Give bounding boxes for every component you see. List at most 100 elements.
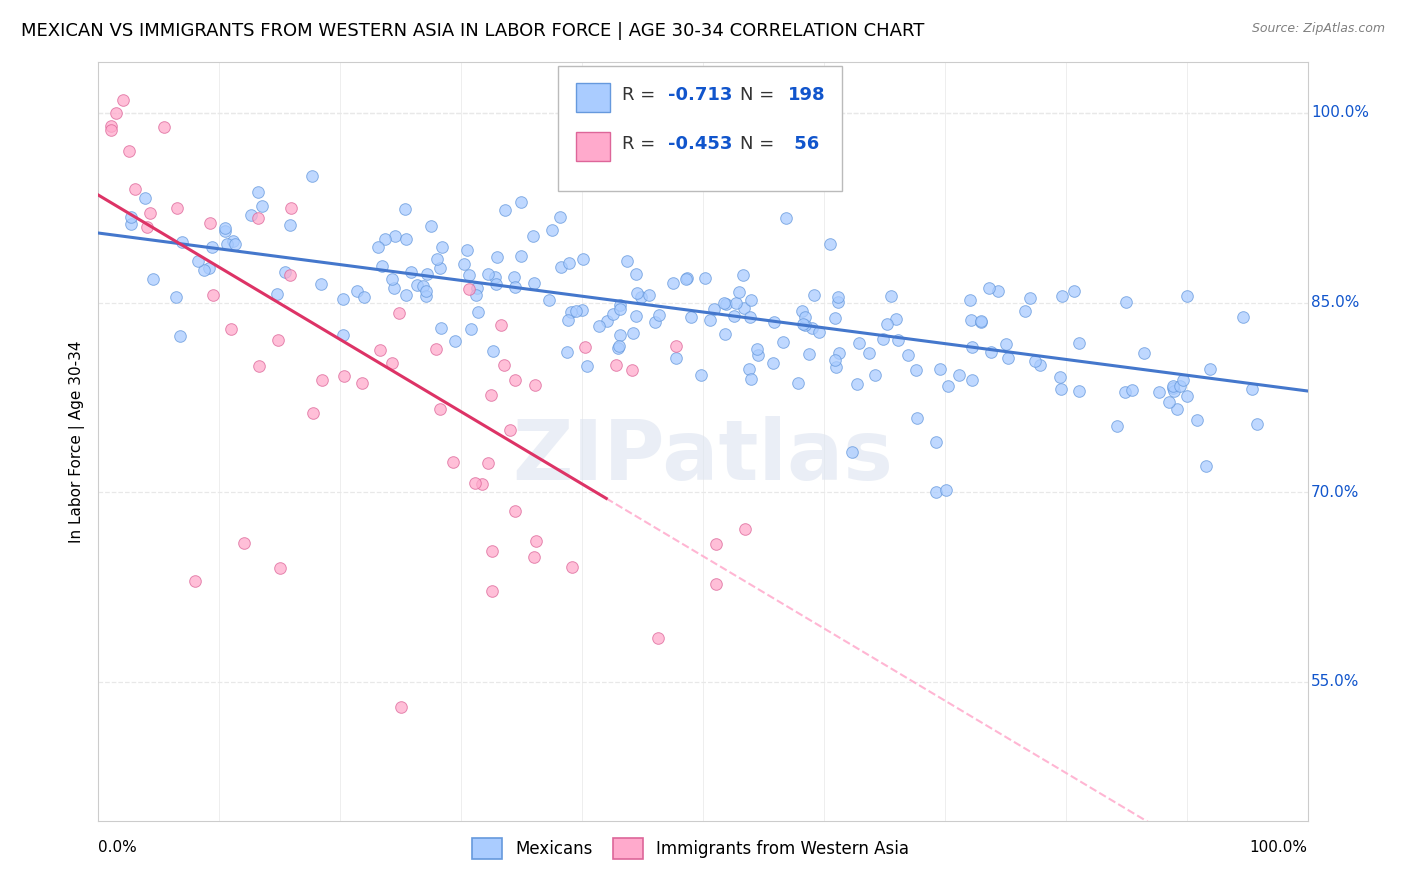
Point (1161, 381, 1184, 395)
Point (596, 314, 619, 328)
Text: 100.0%: 100.0% (1312, 105, 1369, 120)
Point (787, 376, 810, 390)
Point (558, 256, 581, 270)
Point (477, 457, 499, 471)
Point (217, 237, 239, 252)
Point (278, 268, 301, 282)
Point (960, 313, 983, 327)
Point (139, 205, 162, 219)
Point (219, 322, 242, 336)
Point (863, 368, 886, 383)
Point (429, 261, 451, 276)
Point (827, 290, 849, 304)
Point (959, 293, 981, 307)
Point (481, 388, 503, 402)
Point (477, 267, 499, 281)
Point (309, 277, 332, 291)
Point (706, 576, 728, 591)
Point (198, 216, 221, 230)
Point (824, 310, 846, 325)
Point (1170, 378, 1192, 392)
Point (1163, 384, 1185, 398)
Point (807, 326, 830, 340)
Point (169, 328, 191, 343)
Point (576, 359, 599, 373)
Point (184, 574, 207, 588)
Point (415, 284, 437, 298)
Point (201, 239, 224, 253)
Point (523, 550, 546, 565)
Point (1024, 354, 1046, 368)
Point (848, 336, 870, 351)
Point (120, 211, 142, 225)
Point (560, 305, 582, 319)
Point (884, 312, 907, 326)
Point (481, 344, 503, 359)
Point (905, 410, 928, 425)
Point (269, 561, 291, 575)
Text: -0.713: -0.713 (668, 86, 733, 104)
Point (503, 373, 526, 387)
Point (214, 224, 236, 238)
Point (548, 210, 571, 224)
Point (467, 305, 489, 319)
Point (925, 484, 948, 499)
Point (605, 358, 627, 372)
Point (970, 315, 993, 329)
Point (430, 320, 453, 334)
Point (367, 240, 389, 254)
Text: 55.0%: 55.0% (1312, 674, 1360, 690)
Point (388, 306, 411, 320)
Point (537, 293, 560, 307)
Point (824, 359, 846, 374)
Point (997, 351, 1019, 365)
Text: 85.0%: 85.0% (1312, 295, 1360, 310)
Point (172, 235, 194, 249)
Point (872, 332, 894, 346)
Point (458, 283, 481, 297)
Point (193, 263, 215, 277)
Point (630, 290, 652, 304)
Point (1132, 345, 1154, 359)
Point (794, 318, 817, 333)
Text: 198: 198 (787, 86, 825, 104)
Point (412, 279, 434, 293)
Point (747, 348, 769, 362)
Point (800, 321, 823, 335)
Point (609, 327, 631, 342)
Point (897, 348, 920, 362)
Point (198, 261, 221, 276)
Point (1187, 413, 1209, 427)
Point (995, 336, 1018, 351)
Point (987, 284, 1010, 298)
Point (734, 301, 756, 315)
Legend: Mexicans, Immigrants from Western Asia: Mexicans, Immigrants from Western Asia (465, 831, 917, 865)
Point (1049, 370, 1071, 384)
Point (745, 343, 768, 357)
Point (962, 373, 984, 387)
Point (389, 699, 412, 714)
Point (637, 288, 659, 302)
Point (979, 281, 1001, 295)
Point (481, 584, 503, 599)
Point (1246, 417, 1268, 431)
Point (382, 281, 405, 295)
Point (824, 353, 846, 368)
FancyBboxPatch shape (558, 66, 842, 191)
Point (465, 281, 488, 295)
Point (332, 293, 354, 307)
Point (124, 182, 146, 196)
Point (416, 267, 439, 281)
Point (803, 288, 825, 302)
Point (1166, 402, 1188, 417)
Point (550, 260, 572, 274)
Point (278, 218, 301, 232)
Point (471, 477, 494, 491)
Point (616, 253, 638, 268)
Point (827, 294, 849, 309)
Point (602, 307, 624, 321)
FancyBboxPatch shape (576, 132, 610, 161)
FancyBboxPatch shape (576, 83, 610, 112)
Point (142, 272, 165, 286)
Y-axis label: In Labor Force | Age 30-34: In Labor Force | Age 30-34 (69, 340, 84, 543)
